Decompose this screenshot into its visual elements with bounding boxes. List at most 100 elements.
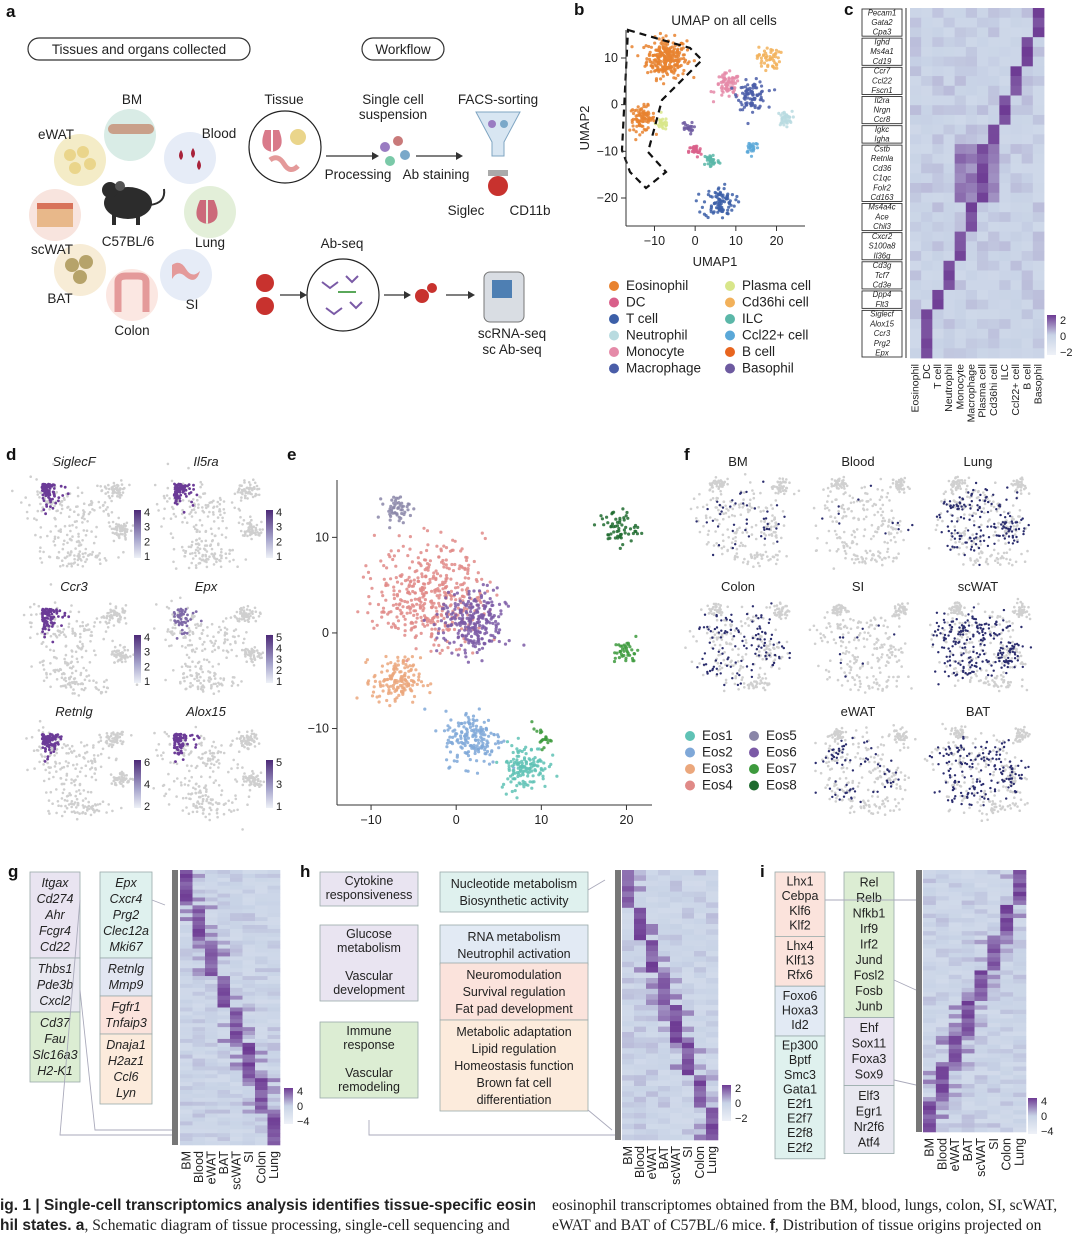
umap-point <box>378 694 382 698</box>
feature-point <box>60 507 64 511</box>
umap-point <box>439 619 443 623</box>
feature-point <box>43 755 47 758</box>
feature-point <box>90 499 93 503</box>
feature-point-high <box>57 499 60 503</box>
heatmap-cell <box>921 17 933 28</box>
feature-point <box>79 673 82 677</box>
feature-point <box>253 481 257 485</box>
feature-point <box>217 690 221 693</box>
feature-point <box>211 803 214 806</box>
umap-point <box>393 670 397 674</box>
feature-point <box>75 619 79 623</box>
feature-point <box>49 790 53 794</box>
feature-colorbar-tick: 4 <box>144 632 150 644</box>
heatmap-cell <box>965 270 978 281</box>
umap-point <box>389 684 393 688</box>
feature-point <box>200 539 203 543</box>
heatmap-cell <box>1021 46 1034 58</box>
feature-point <box>216 815 219 819</box>
feature-point <box>211 798 214 801</box>
feature-point-high <box>173 501 177 505</box>
umap-point <box>397 693 401 698</box>
umap-point <box>734 198 738 202</box>
feature-point <box>75 763 79 766</box>
heatmap-cell <box>977 46 989 58</box>
feature-point <box>76 558 80 562</box>
feature-point <box>112 731 115 734</box>
heatmap-cell <box>1021 270 1034 281</box>
feature-point <box>247 795 251 798</box>
feature-point <box>64 760 68 763</box>
umap-point <box>638 133 642 137</box>
gene-label: Prg2 <box>874 339 891 348</box>
heatmap-cell <box>977 27 989 38</box>
feature-point <box>188 779 191 783</box>
umap-point <box>636 120 640 124</box>
heatmap-cell <box>954 251 967 262</box>
feature-point <box>52 462 55 466</box>
umap-point <box>688 146 692 150</box>
feature-point <box>228 560 231 563</box>
feature-point-high <box>186 619 190 623</box>
feature-point <box>253 745 257 748</box>
umap-point <box>720 216 725 220</box>
umap-point <box>464 769 468 773</box>
feature-point <box>214 746 217 749</box>
feature-colorbar-tick: 2 <box>276 536 282 548</box>
umap-point <box>449 597 453 601</box>
umap-point <box>423 602 427 606</box>
feature-point <box>84 560 87 564</box>
feature-point <box>75 520 78 523</box>
umap-point <box>649 70 653 74</box>
umap-point <box>644 63 649 67</box>
feature-point <box>200 667 203 671</box>
feature-point-high <box>175 637 179 640</box>
umap-point <box>473 630 477 634</box>
feature-point-high <box>174 732 178 736</box>
feature-point <box>200 483 204 486</box>
feature-point <box>42 550 45 554</box>
feature-point-high <box>185 624 189 628</box>
feature-point <box>41 660 44 663</box>
feature-point <box>194 566 198 570</box>
feature-point <box>231 676 235 679</box>
feature-point <box>181 809 185 812</box>
feature-point <box>241 766 244 769</box>
umap-point <box>755 142 759 146</box>
feature-point <box>73 783 77 787</box>
umap-point <box>491 621 495 626</box>
feature-point <box>217 758 220 762</box>
heatmap-cell <box>977 319 989 330</box>
umap-point <box>490 615 494 619</box>
feature-point <box>63 556 67 560</box>
feature-point-high <box>41 493 45 497</box>
umap-point <box>434 729 438 733</box>
feature-point-high <box>180 620 184 624</box>
umap-point <box>375 623 379 627</box>
umap-point <box>473 622 477 626</box>
feature-point <box>84 551 87 555</box>
feature-point <box>81 804 85 807</box>
feature-point <box>184 687 187 691</box>
feature-point <box>241 783 245 787</box>
heatmap-cell <box>943 76 956 87</box>
feature-point <box>195 647 198 650</box>
feature-point <box>79 624 82 628</box>
heatmap-cell <box>1010 105 1023 116</box>
feature-point <box>103 501 107 504</box>
umap-point <box>723 71 727 75</box>
umap-point <box>426 683 430 688</box>
umap-point <box>471 733 475 737</box>
feature-point-high <box>58 609 62 613</box>
feature-point-high <box>57 496 61 499</box>
feature-point <box>206 626 209 629</box>
feature-point <box>198 537 201 540</box>
heatmap-c-column-labels: Eosinophil DC T cell Neutrophil Monocyte Macr… <box>910 364 1045 423</box>
workflow-single-cell-1: Single cell <box>362 92 424 107</box>
heatmap-cell <box>1021 105 1034 116</box>
heatmap-cell <box>1021 124 1034 135</box>
feature-point <box>76 682 80 686</box>
feature-point <box>92 625 96 628</box>
figure-canvas: a Tissues and organs collected Workflow <box>6 0 1073 1190</box>
umap-point <box>721 195 725 199</box>
